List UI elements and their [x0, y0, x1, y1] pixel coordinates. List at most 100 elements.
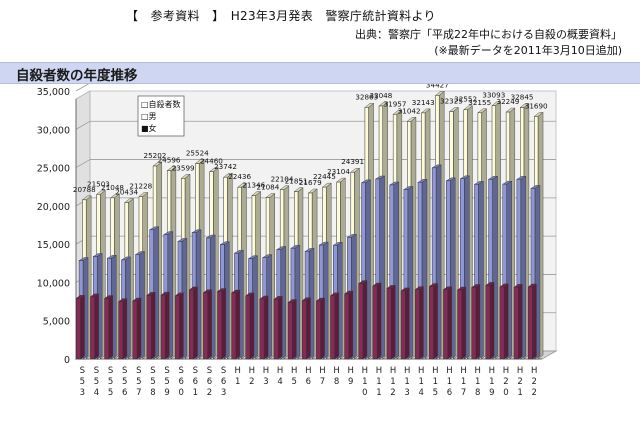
- suicide-trend-chart: 0 5,000 10,000 15,000 20,000 25,000 30,000 35,0…: [37, 84, 558, 398]
- data-label-total: 24460: [200, 157, 223, 166]
- bar-female: [259, 298, 265, 360]
- x-tick-label: 0: [178, 388, 183, 398]
- bar-female: [118, 301, 124, 360]
- data-label-total: 33093: [482, 91, 505, 100]
- bar-male: [530, 188, 536, 360]
- bar-male: [516, 179, 522, 360]
- data-label-total: 32325: [440, 96, 463, 105]
- grid-diagonal: [75, 120, 91, 130]
- x-tick-label: 5: [108, 377, 113, 387]
- x-tick-label: 6: [193, 377, 198, 387]
- x-tick-label: H: [234, 366, 240, 376]
- bar-male: [488, 178, 493, 360]
- bar-female: [160, 294, 166, 360]
- x-tick-label: 6: [178, 377, 183, 387]
- x-tick-label: 5: [94, 377, 99, 387]
- x-tick-label: H: [390, 366, 396, 376]
- x-tick-label: S: [136, 366, 141, 376]
- bar-female-side: [249, 292, 255, 360]
- data-label-total: 21503: [87, 179, 110, 188]
- x-tick-label: H: [517, 366, 523, 376]
- x-tick-label: H: [475, 366, 481, 376]
- x-tick-label: 5: [136, 377, 141, 387]
- bar-female-side: [165, 291, 170, 360]
- header-note-line: (※最新データを2011年3月10日追加): [434, 44, 622, 57]
- data-label-total: 21679: [299, 178, 322, 187]
- data-label-total: 33048: [369, 91, 392, 100]
- x-tick-label: 8: [334, 377, 339, 387]
- bar-female-side: [122, 298, 128, 360]
- x-tick-label: 1: [404, 377, 409, 387]
- data-label-total: 22445: [313, 172, 336, 181]
- bar-male: [417, 182, 423, 360]
- x-tick-label: 3: [263, 377, 268, 387]
- x-tick-label: 1: [461, 377, 466, 387]
- x-tick-label: 2: [390, 388, 395, 398]
- x-tick-label: 5: [108, 388, 113, 398]
- x-tick-label: H: [347, 366, 353, 376]
- x-tick-label: S: [221, 366, 226, 376]
- bar-female: [203, 292, 208, 360]
- x-tick-label: H: [404, 366, 410, 376]
- x-tick-label: 1: [447, 377, 452, 387]
- bar-female-side: [179, 292, 184, 360]
- x-tick-label: H: [531, 366, 537, 376]
- bar-male: [502, 183, 507, 360]
- data-label-total: 21228: [129, 181, 152, 190]
- bar-female-side: [362, 280, 368, 360]
- x-tick-label: 2: [532, 377, 537, 387]
- x-tick-label: H: [503, 366, 509, 376]
- bar-female-side: [193, 286, 198, 360]
- bar-female: [217, 291, 222, 360]
- data-label-total: 25524: [186, 149, 209, 158]
- bar-female-side: [334, 292, 339, 360]
- x-tick-label: 5: [150, 377, 155, 387]
- bar-female: [457, 289, 463, 360]
- bar-female-side: [263, 295, 269, 360]
- data-label-total: 24596: [158, 156, 181, 165]
- bar-male: [389, 184, 394, 360]
- data-label-total: 22104: [271, 175, 294, 184]
- bar-female-side: [348, 290, 354, 360]
- x-tick-label: 1: [362, 377, 367, 387]
- bar-female-side: [136, 297, 142, 360]
- data-label-total: 32155: [468, 98, 491, 107]
- x-tick-label: S: [164, 366, 169, 376]
- data-label-total: 23599: [172, 163, 195, 172]
- data-label-total: 32249: [497, 97, 520, 106]
- bar-female: [90, 296, 95, 360]
- bar-female: [386, 288, 392, 360]
- bar-female-side: [150, 291, 156, 360]
- y-tick-label: 10,000: [37, 278, 70, 289]
- bar-male: [403, 189, 409, 360]
- x-tick-label: 3: [404, 388, 409, 398]
- bar-female: [344, 293, 350, 360]
- x-tick-label: 2: [249, 377, 254, 387]
- x-tick-label: 5: [164, 377, 169, 387]
- y-tick-label: 35,000: [37, 87, 70, 98]
- bar-female: [316, 300, 321, 360]
- x-tick-label: 4: [277, 377, 282, 387]
- bar-female-side: [447, 286, 452, 360]
- bar-female-side: [532, 283, 537, 360]
- bar-female-side: [390, 284, 396, 360]
- bar-female: [104, 298, 110, 360]
- bar-female: [287, 302, 293, 360]
- x-tick-label: 0: [362, 388, 367, 398]
- bar-female-side: [292, 299, 297, 360]
- bar-male: [431, 167, 437, 360]
- bar-female: [132, 300, 138, 360]
- bar-female-side: [489, 281, 495, 360]
- bar-female-side: [320, 297, 325, 360]
- x-tick-label: 0: [503, 388, 508, 398]
- bar-female: [189, 289, 194, 360]
- x-tick-label: 5: [80, 377, 85, 387]
- x-tick-label: H: [305, 366, 311, 376]
- data-label-total: 20788: [73, 185, 96, 194]
- x-tick-label: H: [432, 366, 438, 376]
- bar-female: [527, 286, 533, 360]
- bar-female-side: [94, 293, 99, 360]
- x-tick-label: H: [291, 366, 297, 376]
- x-tick-label: 1: [376, 377, 381, 387]
- x-tick-label: 8: [475, 388, 480, 398]
